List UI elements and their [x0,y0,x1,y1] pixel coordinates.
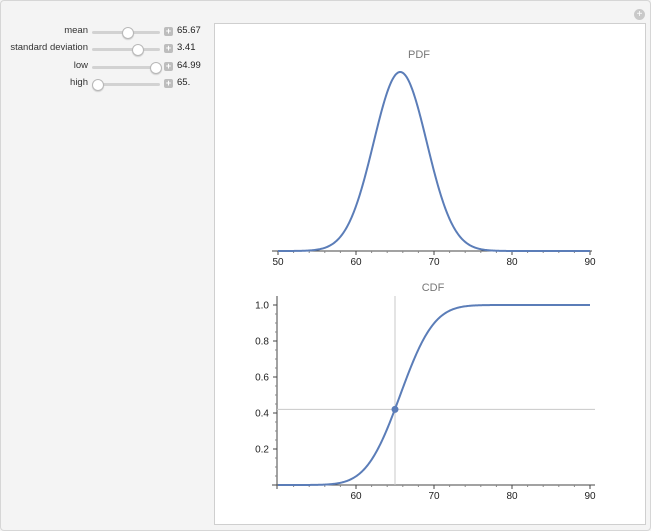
standard-deviation-slider[interactable] [92,44,160,56]
cdf-y-tick-label: 0.4 [255,409,269,420]
expand-plus-icon[interactable]: + [164,61,173,71]
slider-thumb[interactable] [92,79,105,91]
expand-plus-icon[interactable]: + [164,43,173,53]
pdf-x-tick-label: 90 [584,257,596,268]
plot-panel: PDF 50 60 70 80 90 CDF 60 70 80 90 0.2 0.4 0.6 0.8 1… [214,23,646,525]
cdf-title: CDF [422,282,445,294]
options-plus-icon[interactable]: + [634,9,645,20]
pdf-chart: PDF 50 60 70 80 90 [272,49,596,268]
control-value: 65. [177,77,191,88]
pdf-x-tick-label: 70 [428,257,440,268]
control-label: high [70,77,88,88]
expand-plus-icon[interactable]: + [164,78,173,88]
cdf-series-line [278,304,590,486]
pdf-title: PDF [408,49,430,61]
pdf-series-line [277,71,590,252]
cdf-x-tick-label: 80 [506,491,518,502]
pdf-x-tick-label: 50 [272,257,284,268]
cdf-x-tick-label: 60 [350,491,362,502]
slider-thumb[interactable] [122,27,135,39]
pdf-x-tick-label: 80 [506,257,518,268]
cdf-y-tick-label: 1.0 [255,301,269,312]
pdf-x-tick-label: 60 [350,257,362,268]
low-slider[interactable] [92,62,162,74]
cdf-marker-point[interactable] [391,405,399,413]
plots-svg: PDF 50 60 70 80 90 CDF 60 70 80 90 0.2 0.4 0.6 0.8 1… [255,49,596,502]
cdf-y-tick-label: 0.8 [255,337,269,348]
cdf-x-tick-label: 70 [428,491,440,502]
cdf-y-tick-label: 0.6 [255,373,269,384]
slider-thumb[interactable] [131,44,144,56]
control-value: 64.99 [177,60,201,71]
expand-plus-icon[interactable]: + [164,26,173,36]
control-label: standard deviation [10,42,88,53]
cdf-y-tick-label: 0.2 [255,445,269,456]
high-slider[interactable] [92,79,160,91]
cdf-x-tick-label: 90 [584,491,596,502]
control-value: 65.67 [177,25,201,36]
cdf-chart: CDF 60 70 80 90 0.2 0.4 0.6 0.8 1.0 [255,282,596,502]
slider-thumb[interactable] [149,62,162,74]
control-value: 3.41 [177,42,196,53]
control-label: low [73,60,88,71]
mean-slider[interactable] [92,27,160,39]
control-label: mean [64,25,88,36]
